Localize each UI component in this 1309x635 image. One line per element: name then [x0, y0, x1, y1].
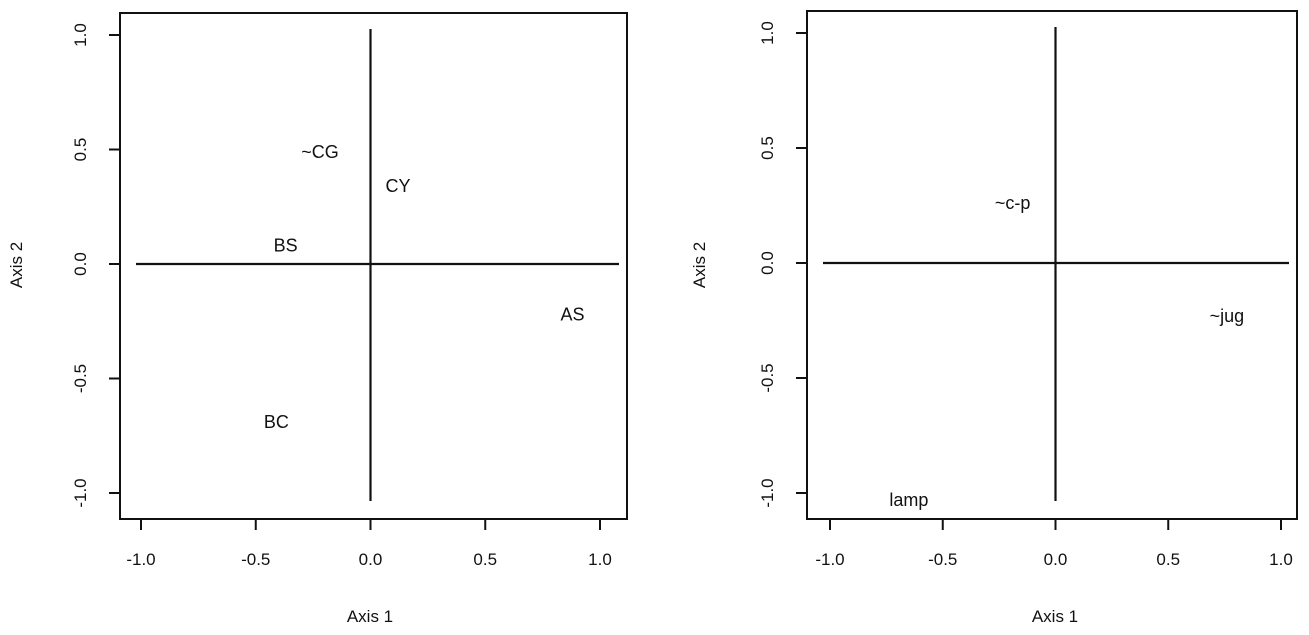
left-x-tick-label: 1.0 [588, 550, 612, 569]
left-x-tick-label: 0.0 [359, 550, 383, 569]
right-x-axis-title: Axis 1 [1032, 607, 1078, 626]
right-plot-frame [806, 10, 1298, 520]
left-y-axis-title: Axis 2 [7, 242, 26, 288]
left-point-label: CY [386, 176, 411, 196]
right-y-tick-label: 0.5 [758, 136, 777, 160]
left-y-tick-label: -0.5 [71, 364, 90, 393]
right-y-tick-label: -0.5 [758, 363, 777, 392]
right-plot-svg: -1.0 -0.5 0.0 0.5 1.0 -1.0 -0.5 0.0 0.5 1.0 Axis 1… [690, 10, 1298, 626]
right-point-label: lamp [889, 490, 928, 510]
right-y-tick-label: -1.0 [758, 478, 777, 507]
left-point-label: AS [560, 304, 584, 324]
left-point-label: BC [264, 412, 289, 432]
right-point-label: ~jug [1210, 306, 1245, 326]
left-y-tick-label: 0.0 [71, 252, 90, 276]
right-scatter-plot: -1.0 -0.5 0.0 0.5 1.0 -1.0 -0.5 0.0 0.5 1.0 Axis 1… [685, 0, 1309, 635]
right-x-tick-label: 1.0 [1269, 550, 1293, 569]
left-y-tick-label: -1.0 [71, 478, 90, 507]
left-point-label: BS [274, 236, 298, 256]
right-y-tick-label: 1.0 [758, 21, 777, 45]
right-point-label: ~c-p [995, 193, 1031, 213]
left-point-label: ~CG [301, 142, 339, 162]
right-x-tick-label: 0.5 [1156, 550, 1180, 569]
right-y-tick-label: 0.0 [758, 251, 777, 275]
left-plot-frame [119, 12, 628, 520]
right-y-axis-title: Axis 2 [690, 242, 709, 288]
left-x-axis-title: Axis 1 [347, 607, 393, 626]
right-x-tick-label: -0.5 [928, 550, 957, 569]
left-x-tick-label: -1.0 [126, 550, 155, 569]
left-x-tick-label: 0.5 [473, 550, 497, 569]
right-x-tick-label: -1.0 [815, 550, 844, 569]
left-x-tick-label: -0.5 [241, 550, 270, 569]
left-scatter-plot: -1.0 -0.5 0.0 0.5 1.0 -1.0 -0.5 0.0 0.5 1.0 Axis 1… [0, 0, 640, 635]
left-y-tick-label: 1.0 [71, 23, 90, 47]
left-y-tick-label: 0.5 [71, 138, 90, 162]
left-plot-svg: -1.0 -0.5 0.0 0.5 1.0 -1.0 -0.5 0.0 0.5 1.0 Axis 1… [7, 12, 628, 626]
right-x-tick-label: 0.0 [1044, 550, 1068, 569]
